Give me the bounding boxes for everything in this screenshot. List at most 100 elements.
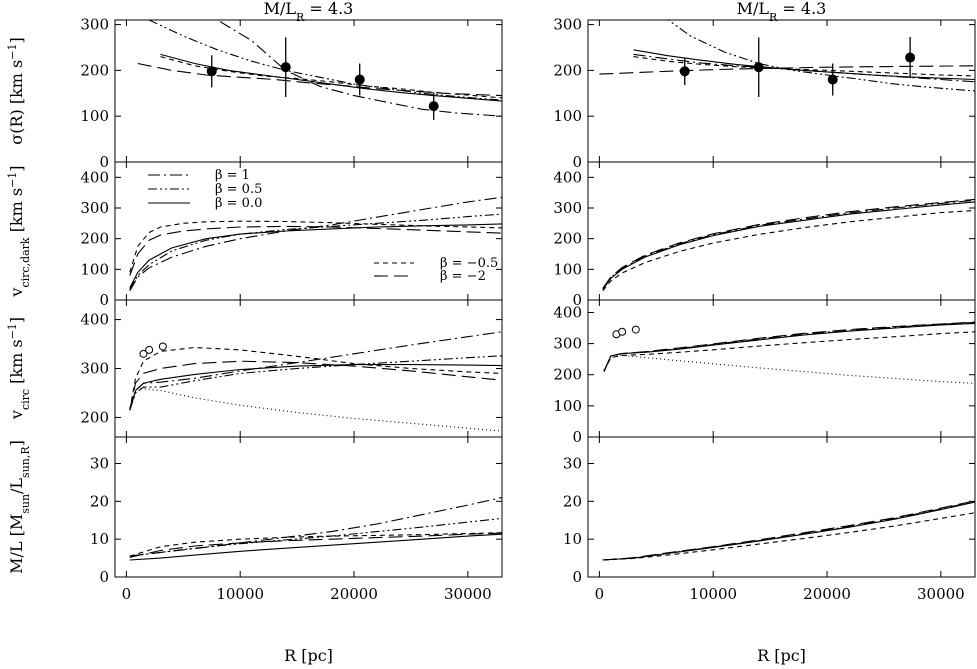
series-group xyxy=(602,500,975,561)
y-tick-label: 20 xyxy=(563,492,582,510)
series-line-longdash xyxy=(602,500,975,561)
series-group xyxy=(129,496,502,561)
panel-frame xyxy=(114,19,503,163)
y-tick-label: 20 xyxy=(90,492,109,510)
series-group xyxy=(602,198,975,292)
y-tick-label: 300 xyxy=(553,16,582,34)
data-point xyxy=(827,74,838,85)
series-line-dashdot xyxy=(603,321,975,372)
legend-label: β = 0.5 xyxy=(215,182,262,197)
panel-frame xyxy=(587,436,976,578)
legend-label: β = −2 xyxy=(440,269,486,284)
panel-vcirc-col1: 0 100 200 300 400 xyxy=(553,299,976,446)
x-tick-label: 0 xyxy=(595,585,605,603)
series-line-dashdot xyxy=(129,496,502,557)
series-line-dashdotdot xyxy=(129,213,502,290)
panel-frame xyxy=(587,299,976,438)
y-tick-label: 0 xyxy=(572,568,582,586)
series-group xyxy=(129,196,502,292)
column-title: M/LR = 4.3 xyxy=(264,0,354,24)
series-line-shortdash xyxy=(129,532,502,557)
legend: β = 1β = 0.5β = 0.0 β = −0.5β = −2 xyxy=(148,168,498,284)
series-line-shortdash xyxy=(602,209,975,292)
series-line-longdash xyxy=(602,198,975,289)
y-tick-label: 300 xyxy=(80,360,109,378)
y-tick-label: 200 xyxy=(553,366,582,384)
series-line-solid xyxy=(603,322,975,372)
series-line-dashdotdot xyxy=(667,20,975,92)
y-tick-label: 200 xyxy=(80,230,109,248)
y-axis-title: σ(R) [km s−1] xyxy=(6,37,27,144)
y-tick-label: 100 xyxy=(553,260,582,278)
series-line-dashdot xyxy=(129,196,502,292)
panel-vcircdark-col1: 0 100 200 300 400 xyxy=(553,161,976,309)
series-line-dashdot xyxy=(602,199,975,290)
series-line-solid xyxy=(129,533,502,561)
y-tick-label: 30 xyxy=(563,454,582,472)
y-axis-title: vcirc [km s−1] xyxy=(6,317,32,420)
data-point xyxy=(428,101,439,112)
data-point xyxy=(280,62,291,73)
series-line-dashdotdot xyxy=(129,517,502,557)
data-point-open xyxy=(139,349,148,358)
series-line-shortdash xyxy=(603,331,975,372)
y-tick-label: 400 xyxy=(553,168,582,186)
series-group xyxy=(603,321,975,384)
series-line-dotted xyxy=(129,387,502,432)
legend-label: β = −0.5 xyxy=(440,256,498,271)
column-titles: M/LR = 4.3 M/LR = 4.3 xyxy=(264,0,827,24)
panel-vcirc-col0: 200 300 400 xyxy=(80,299,503,438)
column-title: M/LR = 4.3 xyxy=(737,0,827,24)
panel-ml-col1: 0 10 20 30 0 10000 20000 30000 xyxy=(563,436,976,603)
y-tick-label: 0 xyxy=(572,428,582,446)
panel-sigma-col0: 0 100 200 300 xyxy=(80,16,503,171)
panel-frame xyxy=(587,19,976,163)
x-tick-label: 20000 xyxy=(330,585,378,603)
series-line-longdash xyxy=(137,62,502,97)
y-tick-label: 0 xyxy=(99,291,109,309)
series-line-dashdot xyxy=(602,500,975,561)
data-point-open xyxy=(631,325,640,334)
y-tick-label: 400 xyxy=(553,303,582,321)
series-line-longdash xyxy=(129,532,502,558)
y-tick-label: 0 xyxy=(99,568,109,586)
y-tick-label: 100 xyxy=(80,107,109,125)
x-axis-titles: R [pc] R [pc] xyxy=(284,646,806,665)
data-point xyxy=(905,52,916,63)
series-line-shortdash xyxy=(129,220,502,273)
x-tick-label: 30000 xyxy=(444,585,492,603)
series-line-solid xyxy=(129,364,502,411)
y-axis-titles: σ(R) [km s−1] vcirc,dark [km s−1] vcirc [k… xyxy=(6,37,32,574)
y-tick-label: 100 xyxy=(80,260,109,278)
y-tick-label: 400 xyxy=(80,168,109,186)
series-group xyxy=(129,331,502,432)
panel-sigma-col1: 0 100 200 300 xyxy=(553,16,976,171)
x-axis-title: R [pc] xyxy=(757,646,806,665)
x-tick-label: 10000 xyxy=(689,585,737,603)
y-tick-label: 400 xyxy=(80,311,109,329)
series-line-solid xyxy=(160,53,502,102)
y-tick-label: 300 xyxy=(80,199,109,217)
y-tick-label: 200 xyxy=(553,230,582,248)
data-point-open xyxy=(145,345,154,354)
x-axis-title: R [pc] xyxy=(284,646,333,665)
series-line-solid xyxy=(602,201,975,290)
legend-label: β = 1 xyxy=(215,168,250,183)
y-axis-title: vcirc,dark [km s−1] xyxy=(6,165,32,297)
y-tick-label: 0 xyxy=(572,291,582,309)
data-point-open xyxy=(618,327,627,336)
y-tick-label: 0 xyxy=(572,153,582,171)
series-line-dashdotdot xyxy=(148,20,502,101)
y-tick-label: 100 xyxy=(553,397,582,415)
x-tick-label: 0 xyxy=(122,585,132,603)
chart-panels: 0100200300010020030001002003004000100200… xyxy=(80,16,976,603)
series-line-shortdash xyxy=(633,56,975,77)
y-tick-label: 0 xyxy=(99,153,109,171)
series-line-dotted xyxy=(603,354,975,384)
series-line-longdash xyxy=(599,65,975,75)
series-line-longdash xyxy=(129,225,502,276)
x-tick-label: 30000 xyxy=(917,585,965,603)
data-point xyxy=(354,74,365,85)
series-line-solid xyxy=(602,501,975,561)
